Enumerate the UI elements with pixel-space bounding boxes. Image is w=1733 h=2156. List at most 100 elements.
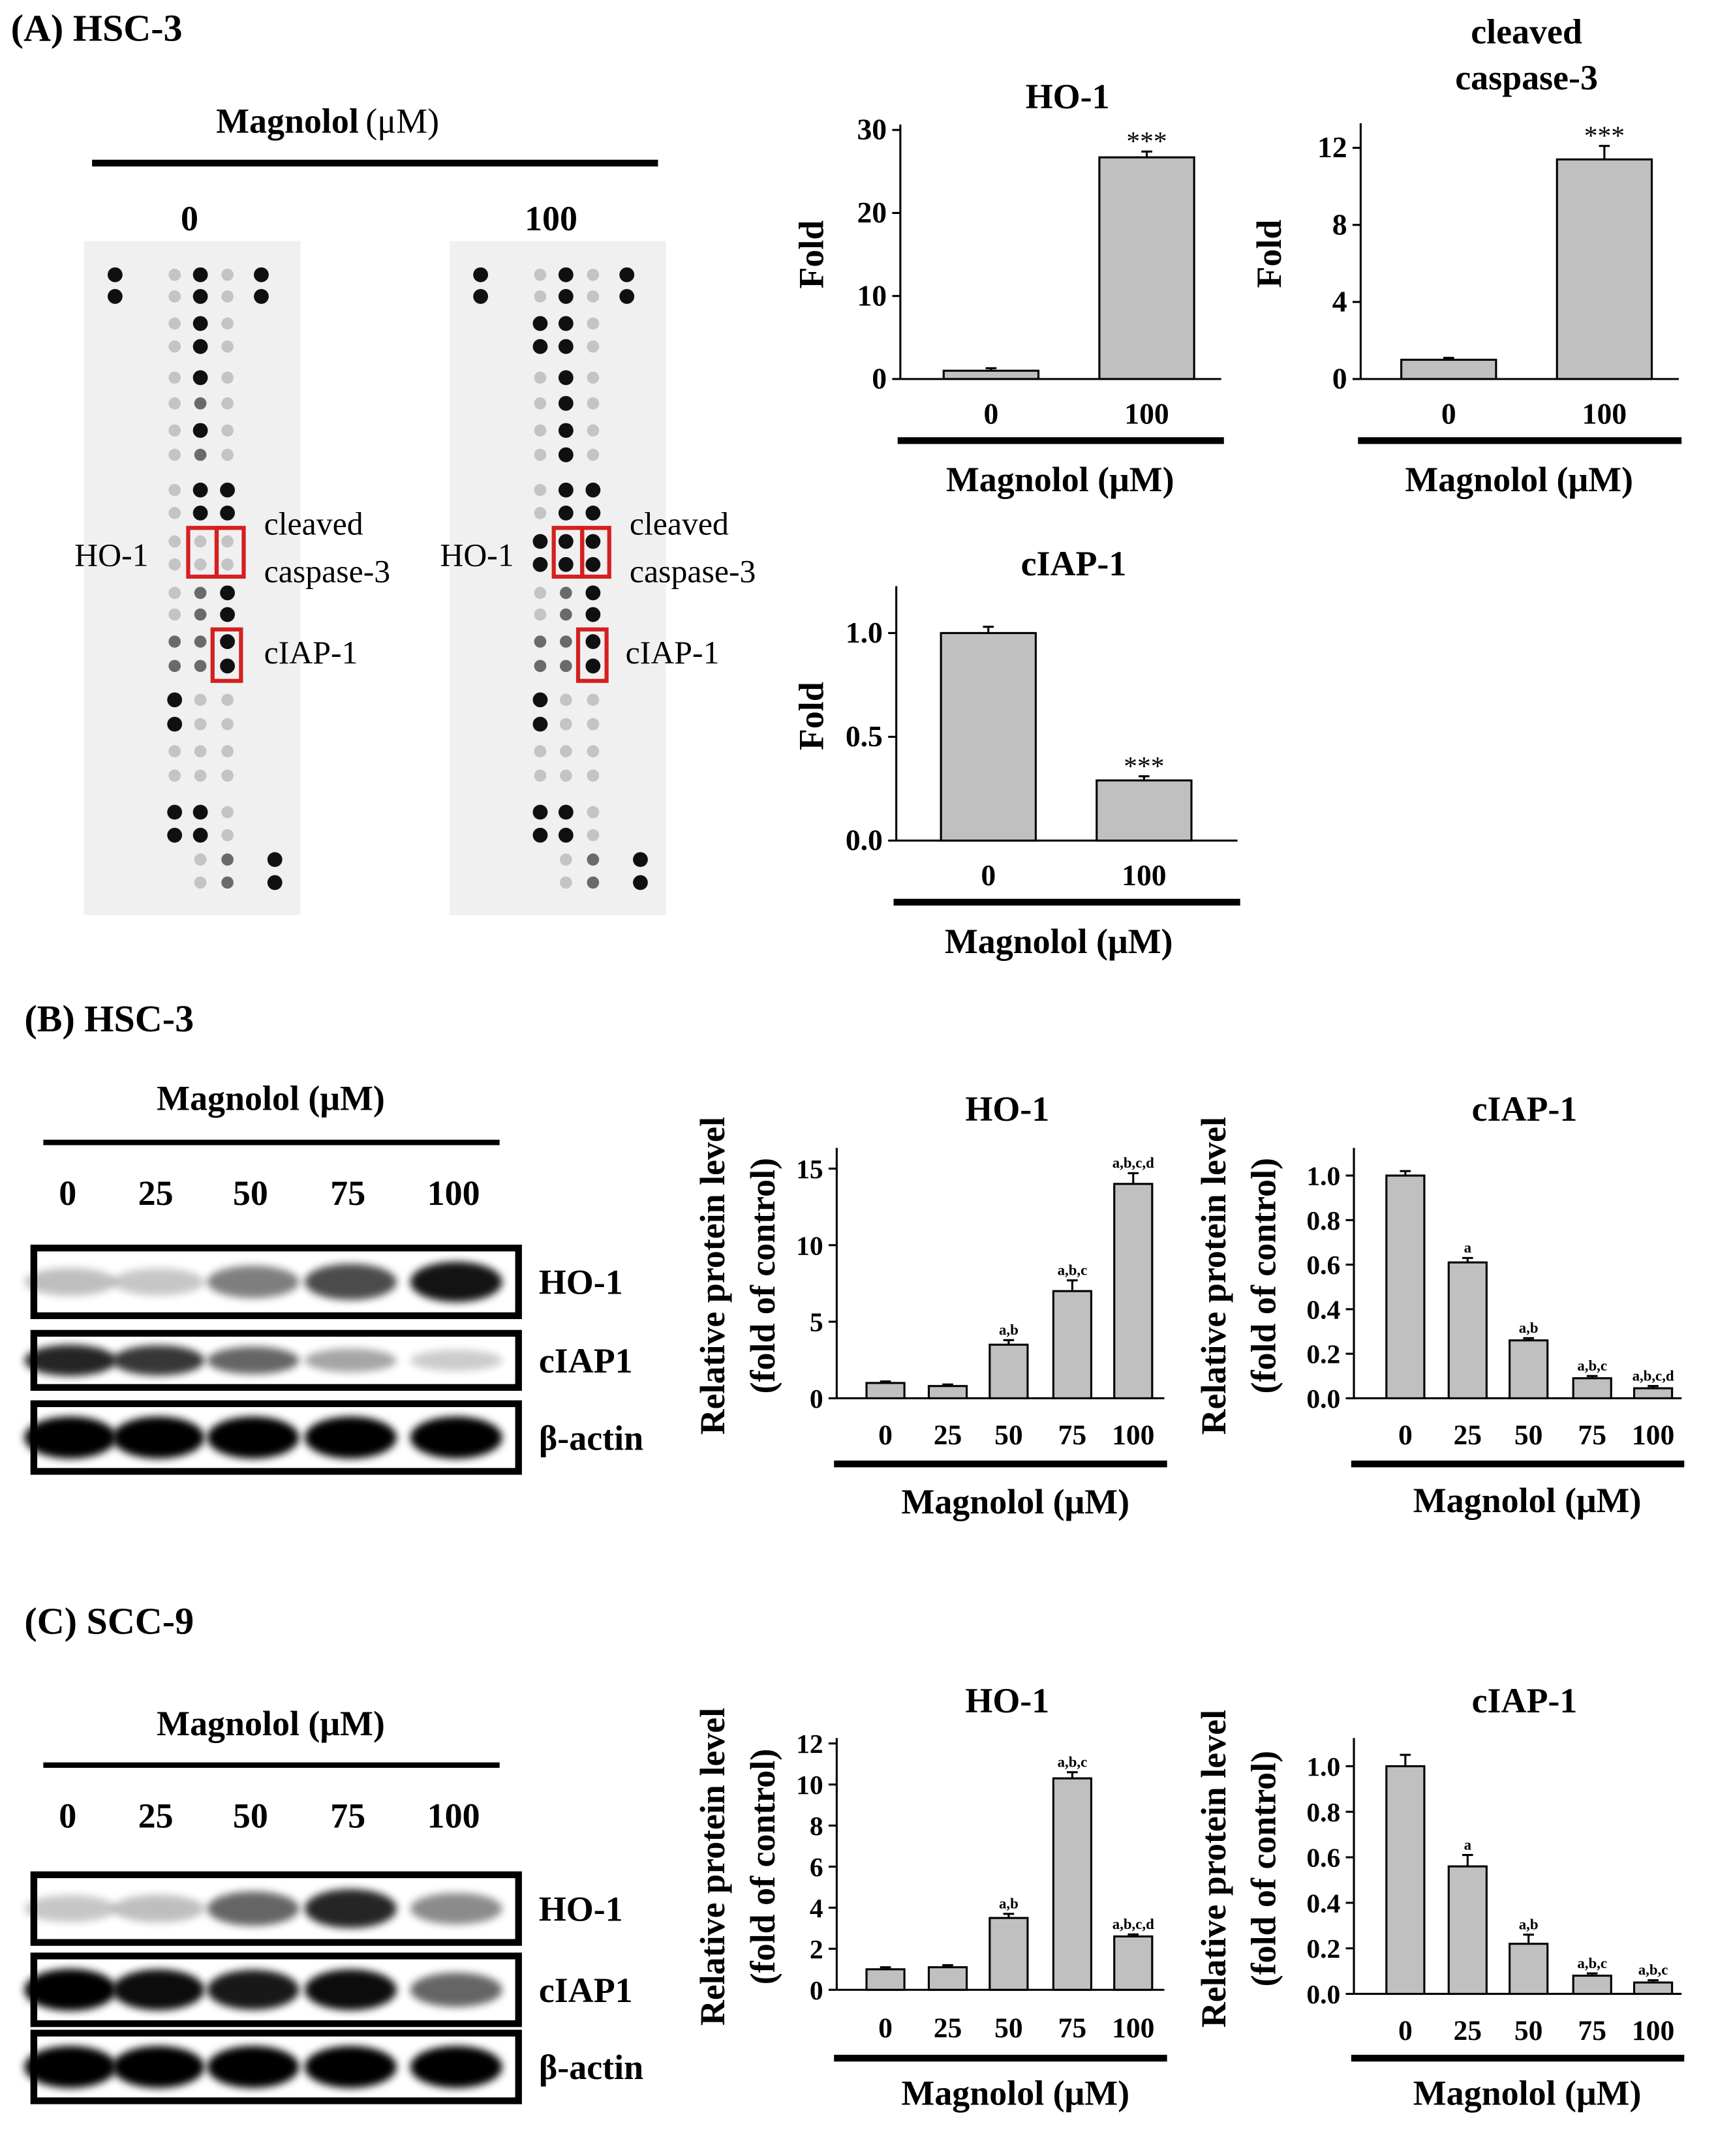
array-spot (532, 692, 548, 708)
array-spot (168, 558, 181, 571)
array-spot (534, 608, 547, 621)
protein-band (112, 1894, 205, 1923)
protein-band (24, 1416, 117, 1459)
bar (1385, 1765, 1426, 1996)
array-spot (168, 535, 181, 548)
y-tick-label: 12 (796, 1729, 823, 1759)
array-spot (534, 371, 547, 384)
array-spot (558, 370, 574, 386)
bar (1509, 1943, 1549, 1996)
array-spot (587, 371, 600, 384)
band-label: HO-1 (539, 1263, 623, 1302)
protein-band (24, 1894, 117, 1922)
array-spot (168, 424, 181, 437)
y-tick-label: 6 (810, 1852, 823, 1882)
panel-a-condition: Magnolol (216, 101, 359, 140)
array-spot (167, 827, 183, 843)
array-spot (558, 339, 574, 354)
bar (1509, 1339, 1549, 1400)
array-spot (168, 290, 181, 303)
array-spots-100 (473, 267, 648, 890)
array-spot (192, 289, 208, 304)
x-axis-group-bar (1351, 1460, 1685, 1468)
array-spot (558, 804, 574, 820)
x-tick-label: 100 (1112, 2012, 1154, 2044)
chart-a-casp: cleaved caspase-3 0 4 8 12 0 *** 100 Magnolol (μM… (1250, 12, 1682, 499)
array-spot (473, 289, 489, 304)
dose-label: 75 (330, 1174, 365, 1213)
array-spot (192, 804, 208, 820)
array-spot (192, 482, 208, 498)
protein-band (112, 1969, 205, 2011)
significance-label: *** (1124, 751, 1164, 781)
bar (1113, 1183, 1154, 1400)
y-tick-label: 8 (810, 1811, 823, 1841)
array-spot (194, 635, 207, 648)
array-spot (587, 876, 600, 889)
array-spot (194, 586, 207, 600)
array-spot (532, 716, 548, 732)
protein-band (24, 2046, 117, 2088)
y-tick-label: 0.2 (1306, 1934, 1340, 1964)
band-label: β-actin (539, 1418, 643, 1457)
panel-a-dose-100: 100 (525, 199, 577, 238)
array-spot (194, 745, 207, 757)
significance-label: a,b,c (1638, 1962, 1668, 1978)
significance-label: *** (1126, 126, 1167, 156)
array-spot (168, 660, 181, 673)
panel-a-dose-bar (92, 159, 658, 167)
bar (989, 1343, 1029, 1400)
y-axis-label: Fold (792, 682, 831, 750)
array-spot (587, 317, 600, 330)
y-tick-label: 0.4 (1306, 1888, 1340, 1918)
array-label-ho1-100: HO-1 (440, 537, 514, 573)
array-spot (220, 658, 236, 674)
x-tick-label: 25 (934, 2012, 962, 2044)
y-tick-label: 0.8 (1306, 1206, 1340, 1236)
x-tick-label: 75 (1058, 1420, 1087, 1451)
dose-label: 50 (233, 1796, 268, 1835)
array-spot (168, 448, 181, 461)
array-spot (220, 585, 236, 601)
array-spot (192, 339, 208, 354)
panel-a-label: (A) HSC-3 (11, 7, 183, 49)
array-spot (221, 693, 234, 706)
protein-band (112, 1268, 205, 1296)
panel-c-western-blots: HO-1 cIAP1 β-actin (24, 1871, 643, 2104)
bar (1113, 1935, 1154, 1991)
array-spot (254, 267, 269, 282)
dose-label: 100 (427, 1796, 480, 1835)
protein-band (410, 1262, 502, 1303)
y-tick-label: 20 (857, 196, 887, 229)
array-spot (221, 424, 234, 437)
array-spot (194, 608, 207, 621)
array-spot (194, 660, 207, 673)
chart-title: cIAP-1 (1472, 1681, 1578, 1720)
y-tick-label: 4 (810, 1893, 823, 1923)
array-spot (221, 371, 234, 384)
array-spot (194, 769, 207, 782)
x-axis-group-bar (834, 2054, 1167, 2062)
array-spot (473, 267, 489, 282)
array-spot (587, 290, 600, 303)
y-tick-label: 0.8 (1306, 1797, 1340, 1827)
protein-band (207, 1891, 299, 1926)
array-spot (532, 556, 548, 572)
array-spot (192, 506, 208, 521)
array-spot (534, 660, 547, 673)
protein-band (410, 2046, 502, 2088)
array-spot (587, 769, 600, 782)
x-axis-label: Magnolol (μM) (946, 460, 1174, 499)
array-spot (534, 635, 547, 648)
x-tick-label: 50 (1514, 2015, 1543, 2046)
array-spot (560, 718, 572, 731)
array-spot (194, 876, 207, 889)
chart-c-ho1: HO-1 0 2 4 6 8 10 12 0 25 a,b 50 a,b,c 75 a,b,c,d 100 Ma… (693, 1681, 1167, 2113)
array-spot (221, 853, 234, 866)
array-spot (585, 658, 601, 674)
array-spot (167, 692, 183, 708)
array-spot (168, 586, 181, 600)
significance-label: a,b (999, 1322, 1019, 1338)
significance-label: a,b,c (1577, 1358, 1607, 1374)
